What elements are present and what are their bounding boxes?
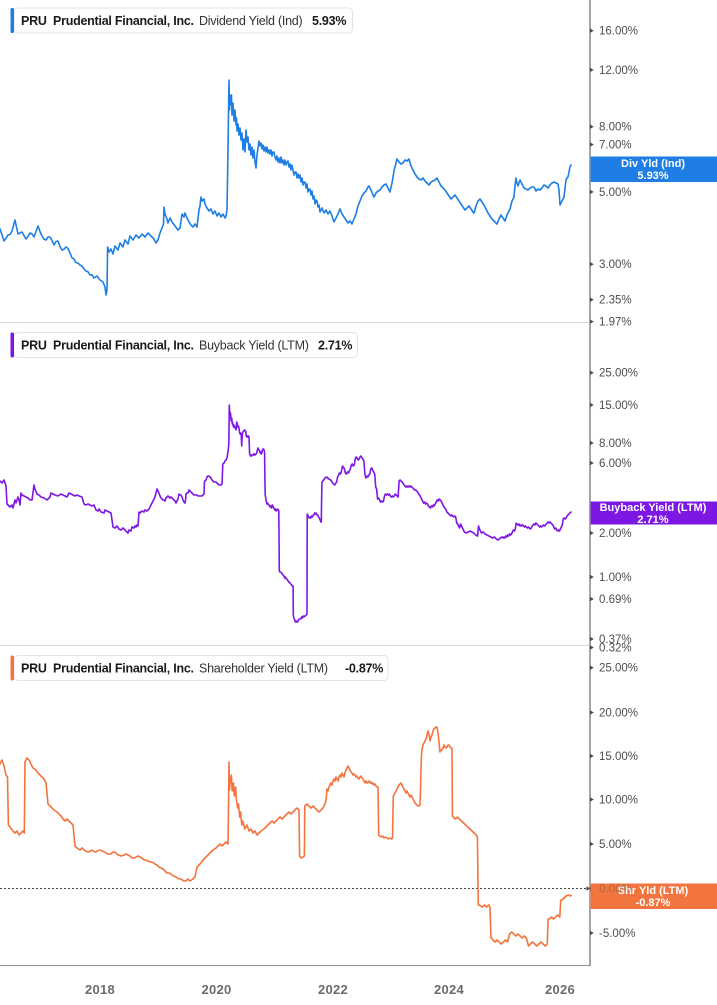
svg-text:Dividend Yield (Ind): Dividend Yield (Ind): [199, 14, 302, 28]
svg-text:Shr Yld (LTM): Shr Yld (LTM): [618, 885, 689, 897]
svg-text:Buyback Yield (LTM): Buyback Yield (LTM): [600, 502, 707, 514]
svg-text:PRU: PRU: [21, 14, 47, 28]
svg-text:0.69%: 0.69%: [599, 594, 632, 606]
svg-text:3.00%: 3.00%: [599, 259, 632, 271]
svg-text:2.35%: 2.35%: [599, 295, 632, 307]
svg-text:Prudential Financial, Inc.: Prudential Financial, Inc.: [53, 14, 194, 28]
svg-text:12.00%: 12.00%: [599, 65, 638, 77]
svg-text:PRU: PRU: [21, 662, 47, 676]
svg-text:5.93%: 5.93%: [312, 14, 346, 28]
svg-text:2026: 2026: [545, 982, 575, 997]
svg-text:1.97%: 1.97%: [599, 317, 632, 329]
svg-text:2.71%: 2.71%: [318, 339, 352, 353]
svg-text:2022: 2022: [318, 982, 348, 997]
svg-text:Prudential Financial, Inc.: Prudential Financial, Inc.: [53, 339, 194, 353]
svg-text:10.00%: 10.00%: [599, 794, 638, 806]
svg-text:-0.87%: -0.87%: [345, 662, 383, 676]
svg-text:5.93%: 5.93%: [637, 170, 668, 182]
svg-text:2020: 2020: [201, 982, 231, 997]
svg-text:-5.00%: -5.00%: [599, 928, 635, 940]
svg-text:PRU: PRU: [21, 339, 47, 353]
svg-text:2.00%: 2.00%: [599, 528, 632, 540]
svg-text:8.00%: 8.00%: [599, 438, 632, 450]
svg-text:-0.87%: -0.87%: [636, 897, 671, 909]
svg-text:5.00%: 5.00%: [599, 839, 632, 851]
svg-text:16.00%: 16.00%: [599, 26, 638, 38]
svg-text:8.00%: 8.00%: [599, 122, 632, 134]
svg-text:Prudential Financial, Inc.: Prudential Financial, Inc.: [53, 662, 194, 676]
svg-text:0.00%: 0.00%: [599, 883, 632, 895]
svg-text:15.00%: 15.00%: [599, 751, 638, 763]
svg-text:2018: 2018: [85, 982, 115, 997]
svg-text:7.00%: 7.00%: [599, 140, 632, 152]
svg-text:5.00%: 5.00%: [599, 187, 632, 199]
svg-text:Div Yld (Ind): Div Yld (Ind): [621, 158, 685, 170]
svg-text:25.00%: 25.00%: [599, 368, 638, 380]
svg-text:1.00%: 1.00%: [599, 572, 632, 584]
svg-text:25.00%: 25.00%: [599, 663, 638, 675]
svg-text:0.37%: 0.37%: [599, 634, 632, 646]
svg-text:2024: 2024: [434, 982, 465, 997]
svg-text:Shareholder Yield (LTM): Shareholder Yield (LTM): [199, 662, 328, 676]
svg-text:6.00%: 6.00%: [599, 458, 632, 470]
svg-text:0.32%: 0.32%: [599, 642, 632, 654]
svg-text:20.00%: 20.00%: [599, 707, 638, 719]
svg-text:15.00%: 15.00%: [599, 400, 638, 412]
svg-text:2.71%: 2.71%: [637, 514, 668, 526]
svg-text:Buyback Yield (LTM): Buyback Yield (LTM): [199, 339, 309, 353]
